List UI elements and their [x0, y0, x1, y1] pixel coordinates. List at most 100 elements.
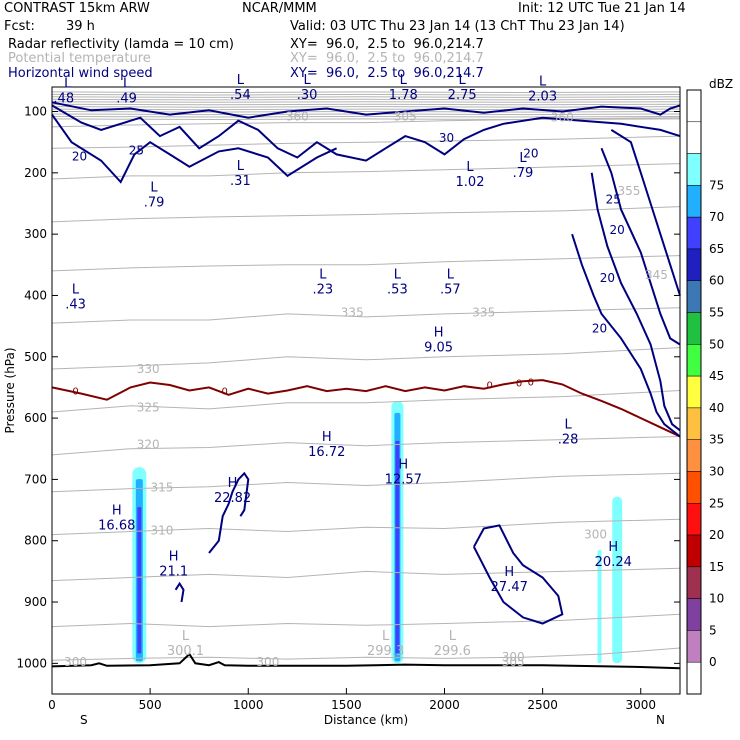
colorbar-level-label: 5 [709, 623, 717, 637]
colorbar-segment [686, 566, 702, 599]
wind-contour-6 [590, 172, 681, 432]
theta-stratosphere-line [51, 93, 681, 96]
field-xy-wind: XY= 96.0, 2.5 to 96.0,214.7 [290, 66, 484, 81]
forecast-label: Fcst: [4, 19, 35, 34]
wind-contour-7 [571, 233, 681, 438]
theta-label: 330 [137, 362, 160, 376]
x-end-label-left: S [80, 713, 88, 727]
colorbar-level-label: 35 [709, 433, 724, 447]
colorbar-level-label: 20 [709, 528, 724, 542]
reflectivity-column-4 [597, 549, 602, 664]
theta-label: 305 [502, 655, 525, 669]
wind-contour-small-2 [174, 581, 185, 603]
colorbar-segment [686, 216, 702, 250]
colorbar-segment [686, 121, 702, 154]
model-title: CONTRAST 15km ARW [4, 1, 150, 16]
extremum-type: H [169, 549, 179, 564]
extremum-type: L [466, 160, 474, 175]
freezing-level-label: 0 [528, 377, 534, 388]
colorbar-frame [686, 89, 702, 695]
theta-stratosphere-line [51, 106, 681, 108]
colorbar-segment [686, 407, 702, 440]
colorbar-segment [686, 630, 702, 663]
theta-label: 300 [502, 650, 525, 664]
extremum-type: L [394, 267, 402, 282]
theta-label: 300 [64, 655, 87, 669]
extremum-type: L [237, 159, 245, 174]
colorbar-segment [686, 534, 702, 568]
wind-contour-4 [610, 129, 681, 296]
extremum-value: .48 [53, 92, 74, 107]
wind-contour-3 [51, 114, 338, 184]
theta-contour-3 [51, 567, 681, 582]
extremum-value: .43 [65, 298, 86, 313]
theta-contour-12 [51, 163, 681, 180]
extremum-value: .79 [513, 166, 534, 181]
colorbar-segment [686, 89, 702, 123]
x-tick-label: 1000 [233, 698, 264, 712]
colorbar-level-label: 15 [709, 560, 724, 574]
y-tick-label: 900 [24, 595, 47, 609]
extremum-value: 2.75 [448, 88, 477, 103]
extremum-value: .23 [312, 282, 333, 297]
theta-contour-5 [51, 472, 681, 493]
init-time: Init: 12 UTC Tue 21 Jan 14 [518, 1, 686, 16]
theta-label: 345 [645, 268, 668, 282]
x-tick-label: 2000 [429, 698, 460, 712]
org-label: NCAR/MMM [242, 1, 317, 16]
extremum-value: .30 [297, 88, 318, 103]
theta-label: 335 [341, 306, 364, 320]
extremum-value: 299.6 [434, 644, 471, 659]
colorbar-level-label: 40 [709, 401, 724, 415]
extremum-value: .57 [440, 282, 461, 297]
colorbar-segment [686, 280, 702, 313]
extremum-value: .54 [230, 88, 251, 103]
theta-contour-1 [51, 647, 681, 661]
field-name-theta: Potential temperature [8, 51, 151, 66]
extremum-type: L [519, 151, 527, 166]
field-name-reflectivity: Radar reflectivity (lamda = 10 cm) [8, 37, 234, 52]
x-tick-label: 1500 [331, 698, 362, 712]
extremum-type: L [123, 77, 131, 92]
theta-label: 300 [584, 528, 607, 542]
field-xy-theta: XY= 96.0, 2.5 to 96.0,214.7 [290, 51, 484, 66]
y-axis-label: Pressure (hPa) [3, 347, 17, 433]
extremum-type: L [182, 629, 190, 644]
colorbar-segment [686, 598, 702, 631]
theta-stratosphere-line [51, 115, 681, 118]
theta-label: 360 [551, 111, 574, 125]
y-tick-label: 100 [24, 105, 47, 119]
y-tick-label: 300 [24, 227, 47, 241]
freezing-level-line [51, 379, 681, 438]
extremum-type: L [447, 267, 455, 282]
colorbar-level-label: 45 [709, 369, 724, 383]
y-tick-label: 200 [24, 166, 47, 180]
extremum-value: .31 [230, 174, 251, 189]
reflectivity-column-3 [612, 496, 623, 664]
freezing-level-label: 0 [72, 387, 78, 398]
extremum-type: H [504, 565, 514, 580]
y-tick-label: 1000 [16, 656, 47, 670]
freezing-level-label: 0 [516, 379, 522, 390]
extremum-type: L [449, 629, 457, 644]
x-end-label-right: N [656, 713, 665, 727]
theta-label: 335 [472, 306, 495, 320]
theta-label: 300 [256, 655, 279, 669]
theta-contour-2 [51, 613, 681, 628]
theta-stratosphere-line [51, 96, 681, 98]
forecast-hours: 39 h [66, 19, 95, 34]
wind-speed-label: 20 [72, 150, 87, 164]
colorbar-segment [686, 185, 702, 218]
extremum-value: .79 [144, 195, 165, 210]
extremum-value: 22.82 [214, 491, 251, 506]
extremum-type: H [228, 476, 238, 491]
wind-contour-2 [51, 104, 681, 162]
theta-label: 315 [150, 480, 173, 494]
colorbar-level-label: 60 [709, 274, 724, 288]
wind-speed-label: 30 [439, 131, 454, 145]
theta-contour-10 [51, 255, 681, 272]
colorbar-level-label: 10 [709, 592, 724, 606]
wind-speed-label: 20 [592, 321, 607, 335]
extremum-type: L [72, 283, 80, 298]
